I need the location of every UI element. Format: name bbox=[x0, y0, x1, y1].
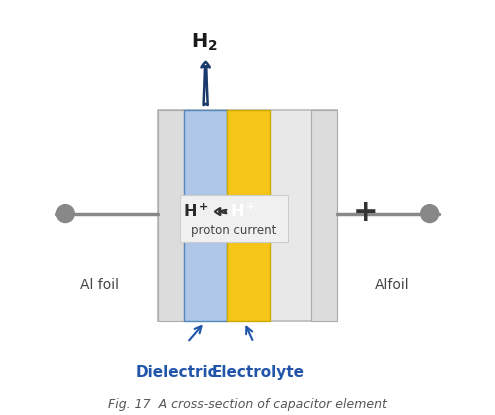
Text: $\mathbf{H^+}$: $\mathbf{H^+}$ bbox=[183, 203, 209, 220]
FancyBboxPatch shape bbox=[158, 110, 337, 321]
FancyBboxPatch shape bbox=[180, 195, 288, 242]
Text: $\mathbf{H^+}$: $\mathbf{H^+}$ bbox=[230, 203, 255, 220]
Text: $\mathbf{H_2}$: $\mathbf{H_2}$ bbox=[192, 32, 218, 54]
Text: +: + bbox=[352, 198, 378, 227]
Text: Electrolyte: Electrolyte bbox=[211, 365, 304, 380]
FancyBboxPatch shape bbox=[310, 110, 337, 321]
Circle shape bbox=[421, 205, 439, 222]
FancyBboxPatch shape bbox=[158, 110, 185, 321]
Text: Dielectric: Dielectric bbox=[136, 365, 217, 380]
Text: Alfoil: Alfoil bbox=[375, 278, 409, 292]
FancyBboxPatch shape bbox=[227, 110, 270, 321]
Text: proton current: proton current bbox=[191, 224, 276, 237]
Text: Fig. 17  A cross-section of capacitor element: Fig. 17 A cross-section of capacitor ele… bbox=[108, 398, 387, 411]
Circle shape bbox=[56, 205, 74, 222]
Text: Al foil: Al foil bbox=[80, 278, 119, 292]
FancyBboxPatch shape bbox=[185, 110, 227, 321]
